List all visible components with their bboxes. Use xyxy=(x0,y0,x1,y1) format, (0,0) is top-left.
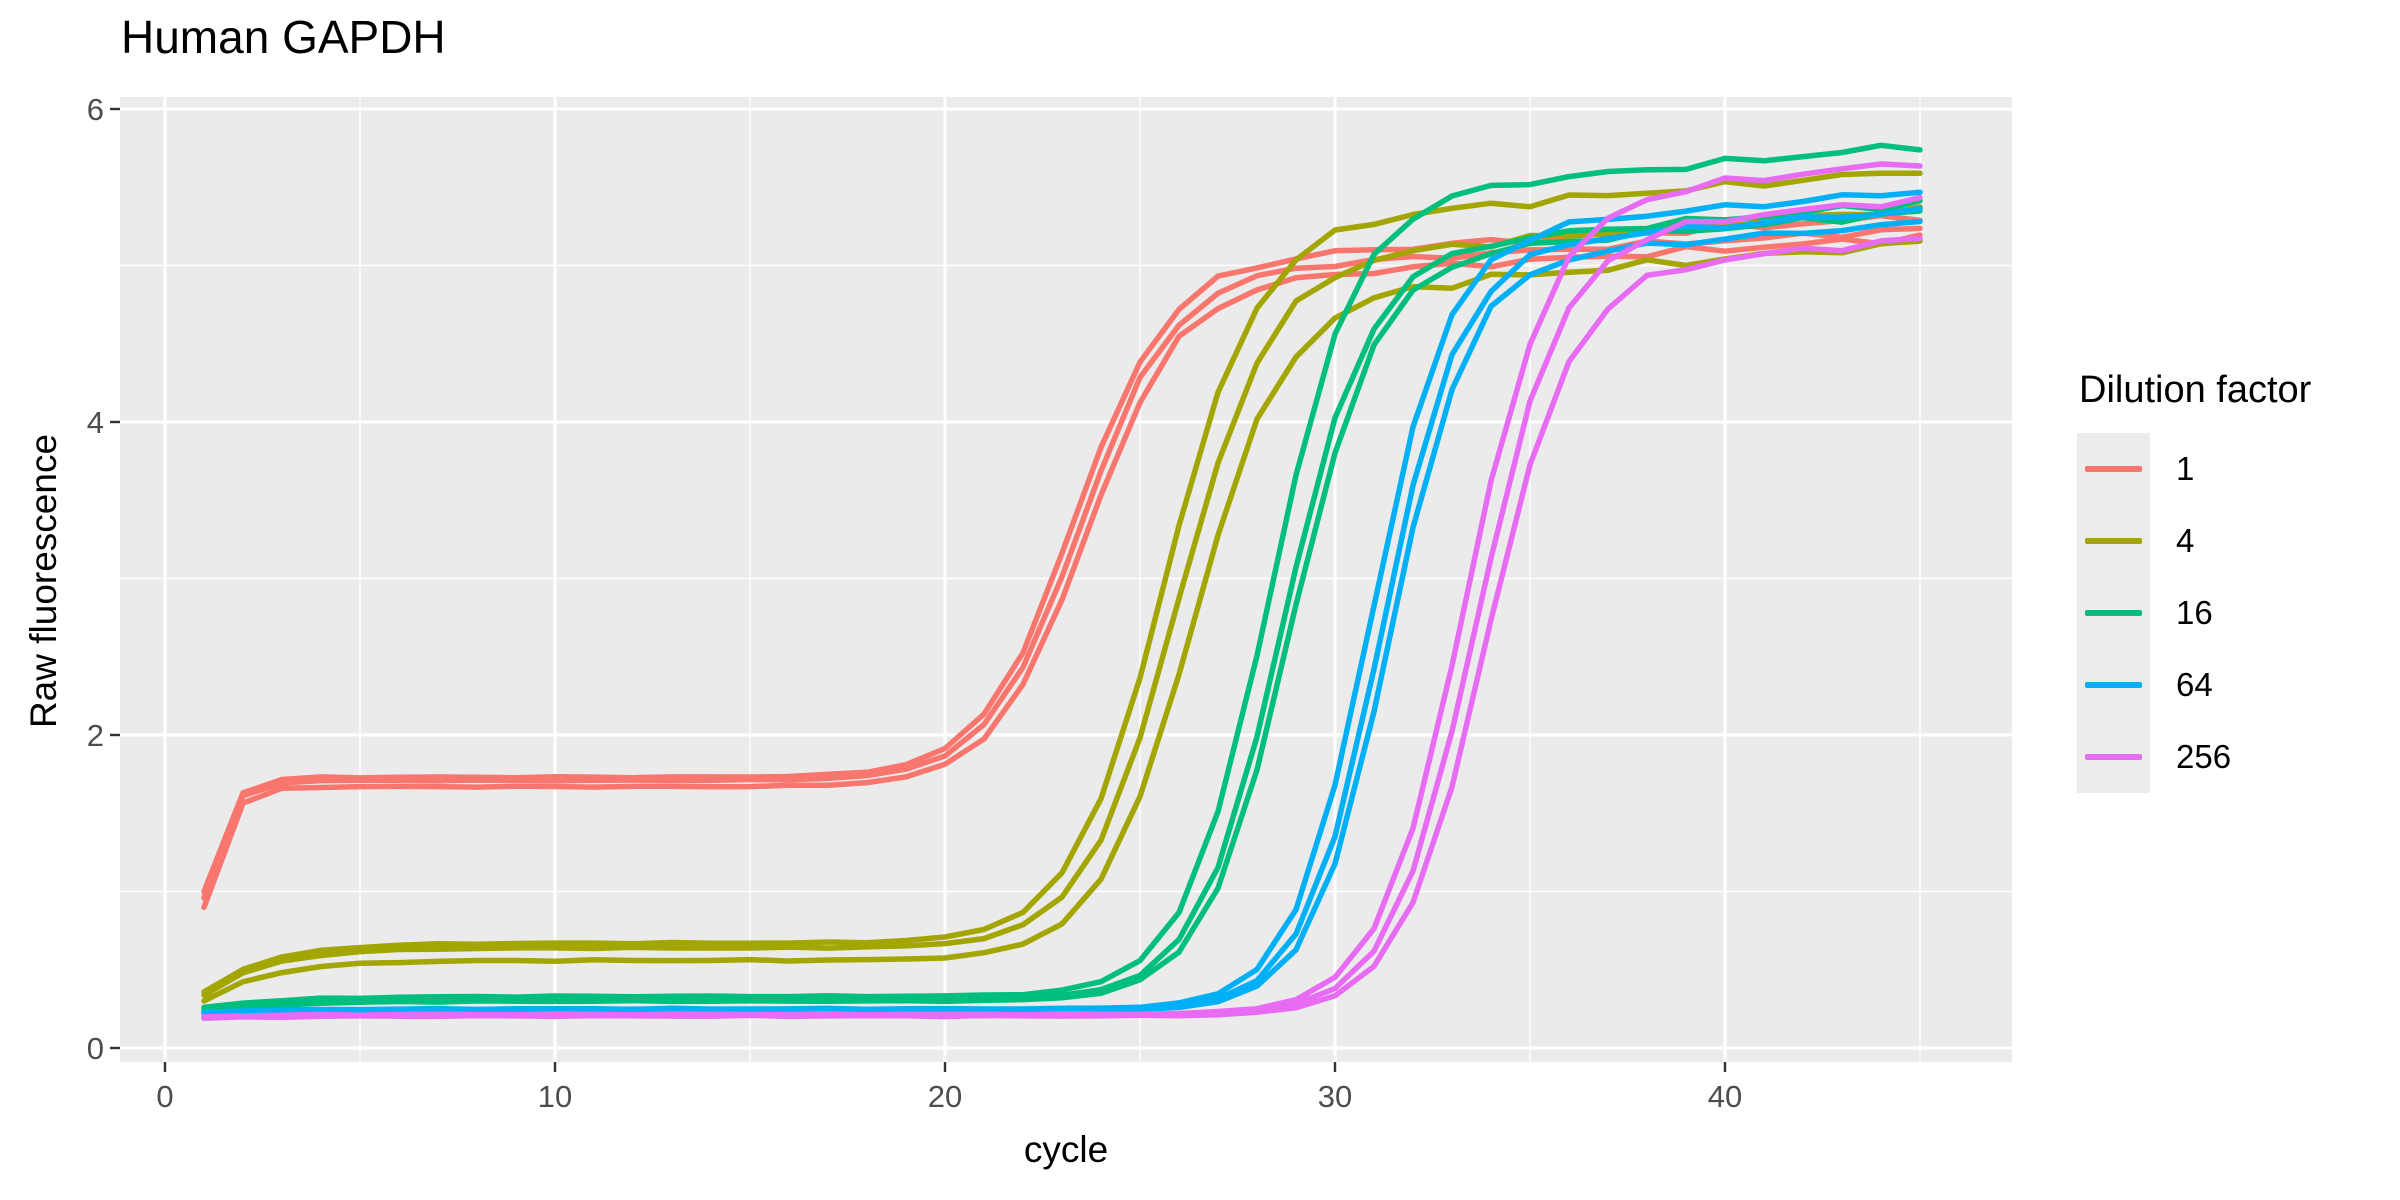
legend-line-sample xyxy=(2085,610,2142,616)
series-line-dilution-16-rep-1 xyxy=(201,142,1923,1011)
legend-title: Dilution factor xyxy=(2079,369,2312,411)
legend: Dilution factor 1 4 16 64 256 xyxy=(2077,369,2311,793)
y-tick-label: 6 xyxy=(87,92,104,127)
legend-item-label: 1 xyxy=(2176,450,2195,487)
legend-line-sample xyxy=(2085,754,2142,760)
legend-item-label: 64 xyxy=(2176,666,2213,703)
legend-key-swatch xyxy=(2077,433,2150,505)
legend-key-swatch xyxy=(2077,649,2150,721)
x-tick-label: 20 xyxy=(928,1079,962,1114)
legend-item-dilution-16: 16 xyxy=(2077,577,2311,649)
legend-line-sample xyxy=(2085,682,2142,688)
legend-items: 1 4 16 64 256 xyxy=(2077,433,2311,793)
x-tick-label: 40 xyxy=(1708,1079,1742,1114)
series-line-dilution-4-rep-3 xyxy=(201,238,1923,1004)
legend-line-sample xyxy=(2085,538,2142,544)
y-tick-label: 0 xyxy=(87,1031,104,1066)
legend-item-label: 256 xyxy=(2176,738,2232,775)
plot-panel xyxy=(120,97,2012,1062)
x-tick-label: 0 xyxy=(156,1079,173,1114)
legend-item-dilution-4: 4 xyxy=(2077,505,2311,577)
legend-item-dilution-256: 256 xyxy=(2077,721,2311,793)
series-line-dilution-1-rep-2 xyxy=(201,232,1923,911)
legend-item-dilution-64: 64 xyxy=(2077,649,2311,721)
y-tick-label: 2 xyxy=(87,718,104,753)
plot-title: Human GAPDH xyxy=(121,11,446,63)
y-tick-label: 4 xyxy=(87,405,104,440)
legend-item-label: 16 xyxy=(2176,594,2213,631)
y-axis-title: Raw fluorescence xyxy=(23,433,64,729)
series-line-dilution-4-rep-1 xyxy=(201,170,1923,995)
legend-key-swatch xyxy=(2077,577,2150,649)
legend-item-label: 4 xyxy=(2176,522,2195,559)
legend-key-swatch xyxy=(2077,721,2150,793)
x-tick-label: 30 xyxy=(1318,1079,1352,1114)
legend-line-sample xyxy=(2085,466,2142,472)
legend-item-dilution-1: 1 xyxy=(2077,433,2311,505)
series-line-dilution-256-rep-3 xyxy=(201,235,1923,1022)
legend-key-swatch xyxy=(2077,505,2150,577)
x-axis-title: cycle xyxy=(1023,1129,1109,1170)
x-tick-label: 10 xyxy=(538,1079,572,1114)
